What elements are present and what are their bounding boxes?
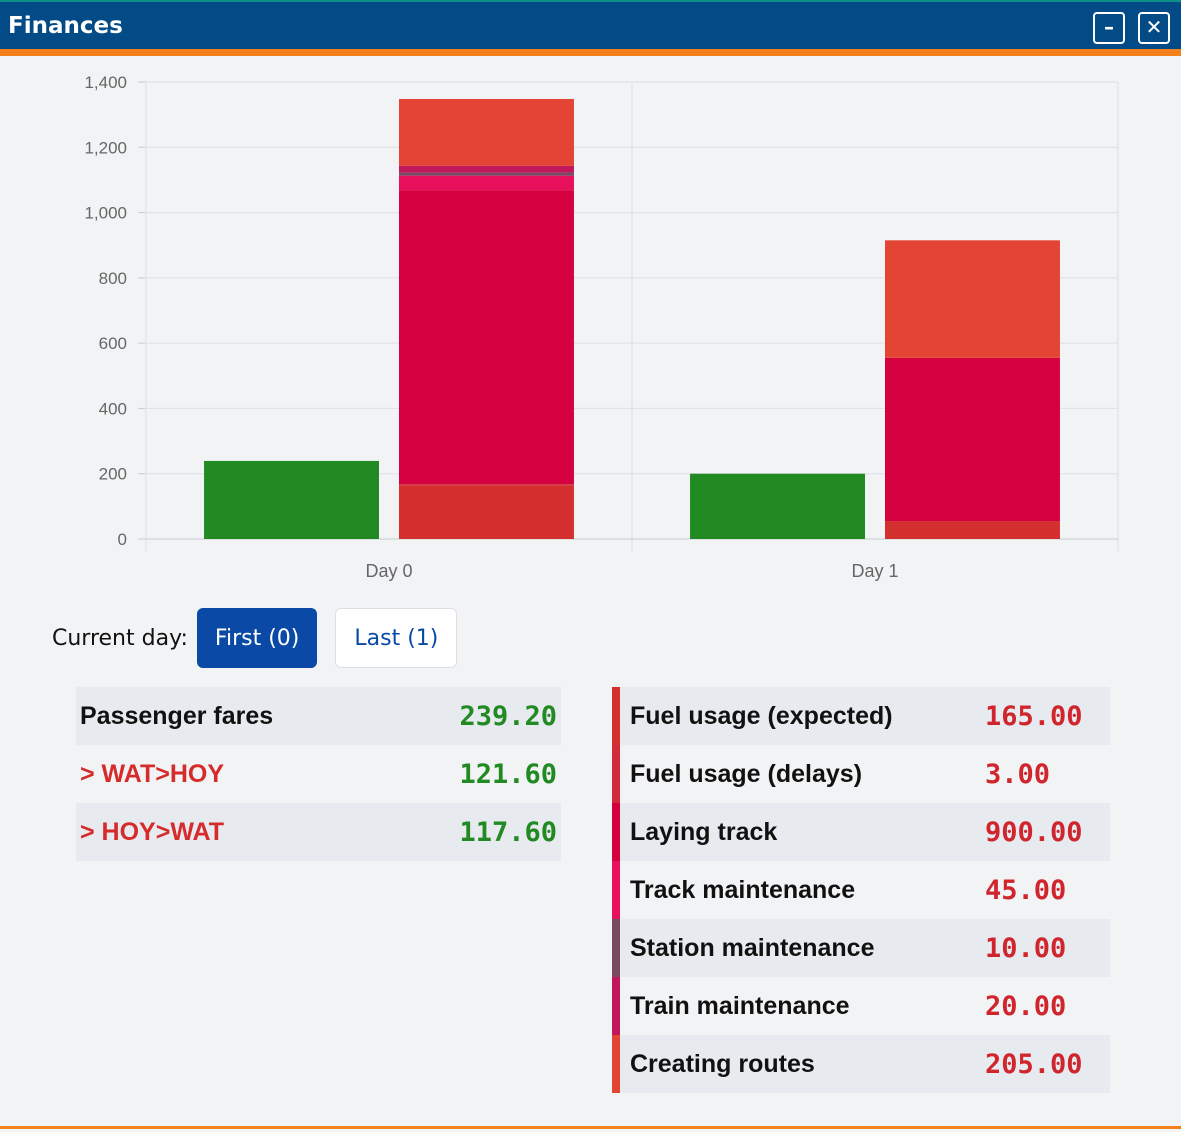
expense-label: Train maintenance <box>630 991 850 1020</box>
expense-label: Laying track <box>620 803 985 861</box>
income-value: 239.20 <box>396 687 561 745</box>
y-tick-label: 800 <box>99 269 127 288</box>
expense-color-bar <box>612 861 620 919</box>
expense-row: Creating routes 205.00 <box>612 1035 1110 1093</box>
income-bar <box>204 460 379 539</box>
expense-bar-segment <box>399 172 574 176</box>
income-row: > WAT>HOY 121.60 <box>76 745 561 803</box>
expense-value: 20.00 <box>985 990 1067 1022</box>
expense-color-bar <box>612 919 620 977</box>
y-tick-label: 1,400 <box>84 73 127 92</box>
expense-row: Laying track 900.00 <box>612 803 1110 861</box>
expense-bar-segment <box>399 190 574 485</box>
expense-color-bar <box>612 803 620 861</box>
expense-color-bar <box>612 1035 620 1093</box>
minimize-button[interactable]: – <box>1093 12 1125 44</box>
income-row: > HOY>WAT 117.60 <box>76 803 561 861</box>
window-title: Finances <box>8 13 123 39</box>
y-tick-label: 200 <box>99 465 127 484</box>
x-tick-label: Day 1 <box>851 561 898 581</box>
last-day-button[interactable]: Last (1) <box>335 608 458 668</box>
expenses-table: Fuel usage (expected) 165.00 Fuel usage … <box>612 687 1110 1093</box>
expense-bar-segment <box>885 521 1060 539</box>
expense-row: Fuel usage (expected) 165.00 <box>612 687 1110 745</box>
expense-bar-segment <box>399 485 574 539</box>
expense-value: 10.00 <box>985 919 1110 977</box>
finances-chart: 0 200 400 600 800 1,000 1,200 1,400 Day 0 Day 1 <box>84 73 1119 581</box>
expense-row: Fuel usage (delays) 3.00 <box>612 745 1110 803</box>
x-tick-label: Day 0 <box>365 561 412 581</box>
first-day-button[interactable]: First (0) <box>196 608 318 668</box>
y-tick-label: 600 <box>99 334 127 353</box>
expense-value: 165.00 <box>985 687 1110 745</box>
expense-value: 205.00 <box>985 1035 1110 1093</box>
income-label: Passenger fares <box>76 687 397 745</box>
expense-bar-segment <box>885 240 1060 358</box>
income-row: Passenger fares 239.20 <box>76 687 561 745</box>
expense-label: Station maintenance <box>620 919 985 977</box>
expense-row: Track maintenance 45.00 <box>612 861 1110 919</box>
y-tick-label: 400 <box>99 399 127 418</box>
y-tick-label: 0 <box>118 530 127 549</box>
income-table: Passenger fares 239.20 > WAT>HOY 121.60 … <box>76 687 561 861</box>
expense-color-bar <box>612 745 620 803</box>
window-titlebar: Finances – ✕ <box>0 0 1181 56</box>
expense-bar-segment <box>399 165 574 173</box>
income-label: > HOY>WAT <box>76 803 397 861</box>
close-button[interactable]: ✕ <box>1138 12 1170 44</box>
expense-color-bar <box>612 977 620 1035</box>
expense-bar-segment <box>399 175 574 191</box>
expense-row: Station maintenance 10.00 <box>612 919 1110 977</box>
income-value: 121.60 <box>459 758 557 790</box>
expense-color-bar <box>612 687 620 745</box>
expense-label: Track maintenance <box>630 875 856 904</box>
expense-bar-segment <box>399 98 574 166</box>
expense-value: 900.00 <box>985 803 1110 861</box>
expense-value: 3.00 <box>985 758 1051 790</box>
expense-label: Fuel usage (expected) <box>620 687 985 745</box>
expense-label: Fuel usage (delays) <box>630 759 863 788</box>
y-tick-label: 1,200 <box>84 138 127 157</box>
income-label: > WAT>HOY <box>80 759 225 788</box>
bottom-divider <box>0 1126 1181 1129</box>
expense-label: Creating routes <box>620 1035 985 1093</box>
expense-value: 45.00 <box>985 874 1067 906</box>
current-day-label: Current day: <box>52 625 188 651</box>
expense-bar-segment <box>885 357 1060 522</box>
y-tick-label: 1,000 <box>84 204 127 223</box>
income-bar <box>690 473 865 539</box>
day-selector: Current day: First (0) Last (1) <box>52 608 475 668</box>
income-value: 117.60 <box>396 803 561 861</box>
expense-row: Train maintenance 20.00 <box>612 977 1110 1035</box>
expense-bar-segment <box>399 484 574 486</box>
